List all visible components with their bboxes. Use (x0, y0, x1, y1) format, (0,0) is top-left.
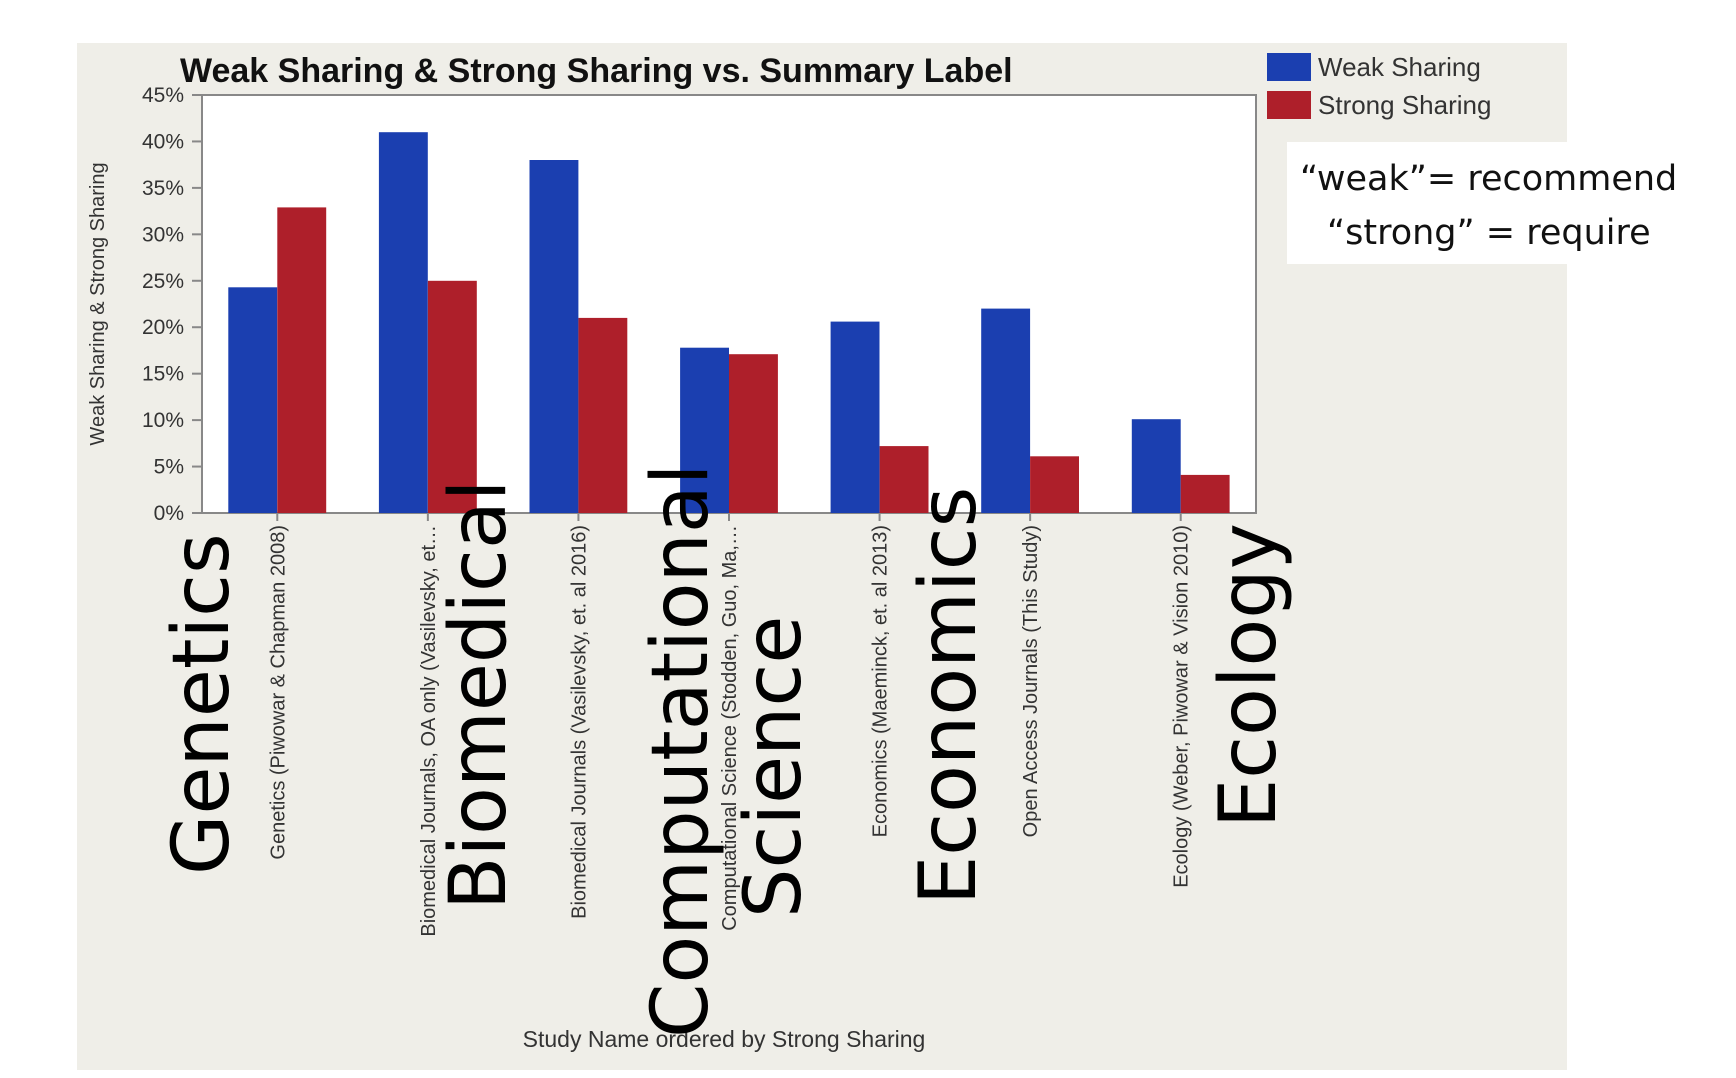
bar-weak-0 (228, 287, 278, 513)
x-tick-label: Open Access Journals (This Study) (1020, 525, 1042, 837)
y-axis: 0% 5% 10% 15% 20% 25% 30% 35% 40% 45% (142, 84, 202, 525)
y-tick-label: 0% (154, 502, 184, 525)
x-axis-label: Study Name ordered by Strong Sharing (523, 1026, 926, 1052)
legend-swatch-strong (1267, 91, 1311, 119)
bar-strong-4 (879, 446, 929, 513)
x-tick-label: Genetics (Piwowar & Chapman 2008) (267, 525, 289, 860)
field-label-science: Science (729, 616, 819, 918)
x-tick-label: Ecology (Weber, Piwowar & Vision 2010) (1171, 525, 1193, 888)
y-tick-label: 35% (142, 177, 184, 200)
bar-strong-3 (729, 354, 778, 513)
field-label-ecology: Ecology (1204, 523, 1294, 828)
bar-weak-6 (1131, 419, 1181, 513)
note-line-2: “strong” = require (1327, 213, 1651, 253)
bar-weak-4 (830, 321, 880, 513)
chart-title: Weak Sharing & Strong Sharing vs. Summar… (180, 52, 1013, 90)
definition-note: “weak”= recommend “strong” = require (1287, 142, 1677, 264)
legend-label-weak: Weak Sharing (1318, 52, 1481, 82)
y-tick-label: 45% (142, 84, 184, 107)
bar-weak-3 (680, 347, 729, 513)
x-tick-label: Biomedical Journals, OA only (Vasilevsky… (418, 525, 440, 937)
bar-strong-1 (427, 280, 477, 513)
x-axis: Genetics (Piwowar & Chapman 2008) Biomedi… (267, 513, 1193, 937)
x-tick-label: Computational Science (Stodden, Guo, Ma,… (719, 525, 741, 931)
y-tick-label: 5% (154, 456, 184, 479)
bar-weak-1 (378, 132, 428, 513)
bar-strong-0 (277, 207, 327, 513)
y-axis-label: Weak Sharing & Strong Sharing (87, 162, 109, 445)
note-line-1: “weak”= recommend (1300, 159, 1677, 199)
bar-series (228, 132, 1230, 513)
x-tick-label: Economics (Maeminck, et. al 2013) (870, 525, 892, 837)
x-tick-label: Biomedical Journals (Vasilevsky, et. al … (568, 525, 590, 919)
field-label-economics: Economics (904, 487, 994, 905)
field-label-computational: Computational (636, 464, 726, 1038)
field-label-genetics: Genetics (157, 533, 247, 875)
y-tick-label: 15% (142, 363, 184, 386)
y-tick-label: 30% (142, 223, 184, 246)
y-tick-label: 40% (142, 130, 184, 153)
legend-swatch-weak (1267, 53, 1311, 81)
bar-strong-2 (578, 317, 628, 513)
legend-label-strong: Strong Sharing (1318, 90, 1491, 120)
bar-weak-5 (981, 308, 1031, 513)
y-tick-label: 10% (142, 409, 184, 432)
bar-strong-6 (1180, 474, 1230, 513)
field-labels: Genetics Biomedical Computational Scienc… (157, 464, 1294, 1038)
bar-weak-2 (529, 160, 579, 513)
note-box (1287, 142, 1567, 264)
y-tick-label: 20% (142, 316, 184, 339)
field-label-biomedical: Biomedical (434, 480, 524, 910)
legend: Weak Sharing Strong Sharing (1267, 52, 1491, 120)
bar-strong-5 (1030, 456, 1079, 513)
y-tick-label: 25% (142, 270, 184, 293)
